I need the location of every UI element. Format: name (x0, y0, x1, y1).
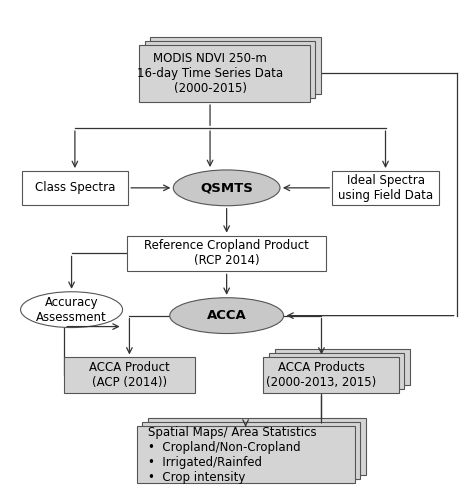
FancyBboxPatch shape (150, 37, 320, 94)
FancyBboxPatch shape (268, 354, 403, 389)
FancyBboxPatch shape (274, 350, 409, 385)
Text: Class Spectra: Class Spectra (35, 182, 115, 194)
FancyBboxPatch shape (148, 418, 365, 476)
Text: ACCA Product
(ACP (2014)): ACCA Product (ACP (2014)) (89, 362, 169, 390)
FancyBboxPatch shape (139, 45, 309, 102)
Text: Accuracy
Assessment: Accuracy Assessment (36, 296, 107, 324)
Text: Spatial Maps/ Area Statistics
•  Cropland/Non-Cropland
•  Irrigated/Rainfed
•  C: Spatial Maps/ Area Statistics • Cropland… (148, 426, 317, 484)
Ellipse shape (169, 298, 283, 334)
Text: Reference Cropland Product
(RCP 2014): Reference Cropland Product (RCP 2014) (144, 240, 308, 268)
FancyBboxPatch shape (331, 171, 438, 205)
Ellipse shape (20, 292, 122, 328)
FancyBboxPatch shape (21, 171, 128, 205)
FancyBboxPatch shape (127, 236, 326, 272)
Text: MODIS NDVI 250-m
16-day Time Series Data
(2000-2015): MODIS NDVI 250-m 16-day Time Series Data… (137, 52, 283, 95)
FancyBboxPatch shape (64, 358, 194, 393)
Ellipse shape (173, 170, 279, 205)
Text: QSMTS: QSMTS (200, 182, 253, 194)
Text: ACCA Products
(2000-2013, 2015): ACCA Products (2000-2013, 2015) (266, 362, 376, 390)
FancyBboxPatch shape (142, 422, 360, 480)
FancyBboxPatch shape (136, 426, 354, 484)
Text: ACCA: ACCA (206, 309, 246, 322)
Text: Ideal Spectra
using Field Data: Ideal Spectra using Field Data (337, 174, 432, 202)
FancyBboxPatch shape (144, 41, 315, 98)
FancyBboxPatch shape (263, 358, 398, 393)
